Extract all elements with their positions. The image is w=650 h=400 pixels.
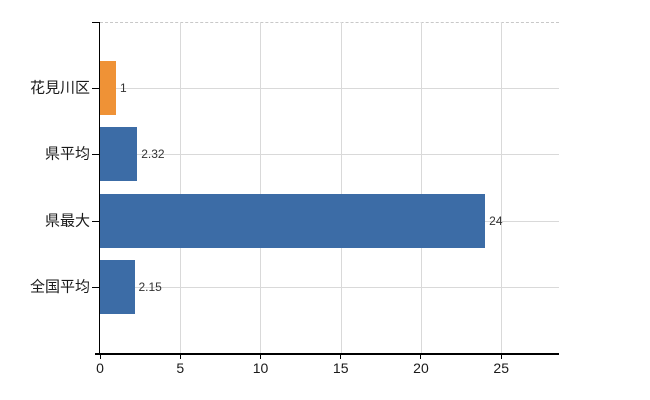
y-axis-tick [92,286,99,288]
x-tick-label: 5 [176,360,185,376]
y-axis-top-tick [92,22,99,23]
x-axis-tick [500,354,502,359]
x-tick-label: 25 [493,360,510,376]
category-label: 全国平均 [29,278,90,296]
category-label: 花見川区 [29,79,90,97]
x-axis-tick [179,354,181,359]
plot-area: 1 2.32 24 2.15 [100,22,559,353]
bar [100,61,117,116]
x-axis-line [95,353,559,355]
bar [100,127,138,182]
y-axis-tick [92,220,99,222]
y-axis-tick [92,154,99,156]
y-axis-line [98,22,100,354]
x-tick-label: 10 [252,360,269,376]
x-tick-label: 0 [96,360,104,376]
x-tick-label: 15 [332,360,349,376]
horizontal-gridline [100,286,559,288]
horizontal-gridline [100,154,559,156]
x-axis-tick [340,354,342,359]
bar-value-label: 1 [120,81,127,96]
bar-value-label: 2.32 [141,147,165,162]
bar-value-label: 24 [489,213,503,228]
category-label: 県平均 [44,145,90,163]
x-axis-tick [420,354,422,359]
plot-top-border [100,22,559,23]
y-axis-tick [92,88,99,90]
vertical-gridline [501,22,503,353]
x-axis-tick [99,354,101,359]
vertical-gridline [420,22,422,353]
bar [100,259,135,314]
vertical-gridline [260,22,262,353]
vertical-gridline [180,22,182,353]
bar [100,193,486,248]
x-tick-label: 20 [413,360,429,376]
horizontal-gridline [100,88,559,90]
bar-value-label: 2.15 [138,279,162,294]
vertical-gridline [340,22,342,353]
x-axis-tick [259,354,261,359]
category-label: 県最大 [44,212,90,230]
